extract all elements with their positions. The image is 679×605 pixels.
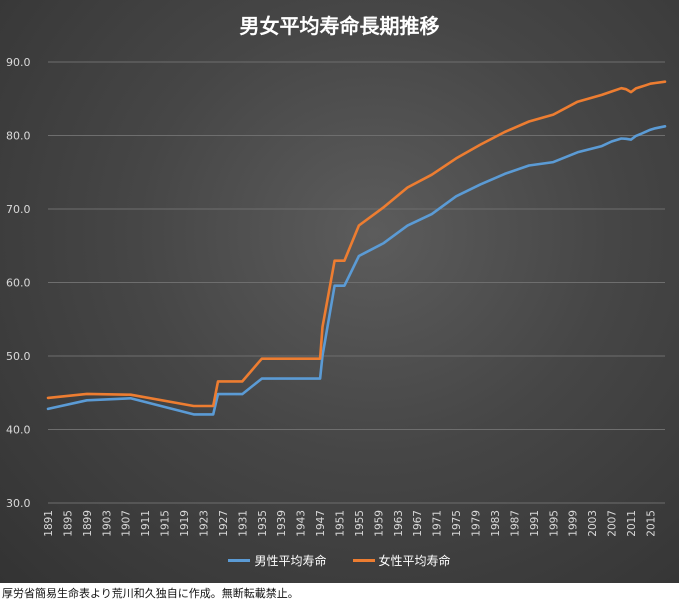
x-tick-label: 1943	[296, 510, 308, 537]
y-tick-label: 40.0	[6, 424, 31, 437]
chart-area: 男女平均寿命長期推移 30.0 40.0 50.0 60.0 70.0 80.0 90.0 1…	[0, 0, 679, 583]
x-tick-label: 1959	[373, 510, 385, 537]
x-tick-label: 1955	[354, 510, 366, 537]
y-tick-label: 70.0	[6, 203, 31, 216]
x-tick-label: 1895	[62, 510, 74, 537]
y-tick-label: 90.0	[6, 56, 31, 69]
x-tick-label: 1995	[548, 510, 560, 537]
x-tick-label: 1891	[43, 510, 55, 537]
x-tick-label: 1939	[276, 510, 288, 537]
x-tick-label: 1903	[101, 510, 113, 537]
x-tick-label: 2015	[645, 510, 657, 537]
legend-label: 女性平均寿命	[378, 554, 451, 568]
legend-swatch	[352, 559, 375, 562]
source-note: 厚労省簡易生命表より荒川和久独自に作成。無断転載禁止。	[2, 587, 299, 600]
x-tick-label: 2011	[626, 510, 638, 537]
x-tick-label: 1979	[471, 510, 483, 537]
series-line	[46, 80, 667, 408]
x-tick-label: 2003	[587, 510, 599, 537]
y-tick-label: 30.0	[6, 497, 31, 510]
x-tick-label: 1975	[451, 510, 463, 537]
x-tick-label: 1999	[568, 510, 580, 537]
x-tick-label: 1967	[412, 510, 424, 537]
legend-item: 男性平均寿命	[228, 552, 327, 569]
line-chart: 30.0 40.0 50.0 60.0 70.0 80.0 90.0 1891 1895 1899…	[6, 56, 667, 537]
x-tick-label: 1907	[121, 510, 133, 537]
x-tick-label: 1951	[334, 510, 346, 537]
x-tick-label: 1963	[393, 510, 405, 537]
x-tick-label: 1899	[82, 510, 94, 537]
legend-label: 男性平均寿命	[254, 554, 327, 568]
x-tick-label: 1915	[160, 510, 172, 537]
x-tick-label: 2007	[607, 510, 619, 537]
legend-item: 女性平均寿命	[352, 552, 451, 569]
y-tick-label: 60.0	[6, 277, 31, 290]
x-tick-label: 1935	[257, 510, 269, 537]
legend: 男性平均寿命 女性平均寿命	[0, 552, 679, 569]
x-tick-label: 1971	[432, 510, 444, 537]
x-tick-label: 1923	[198, 510, 210, 537]
series-line	[46, 125, 667, 416]
y-tick-label: 50.0	[6, 350, 31, 363]
x-tick-label: 1919	[179, 510, 191, 537]
x-tick-label: 1911	[140, 510, 152, 537]
y-tick-label: 80.0	[6, 130, 31, 143]
x-tick-label: 1931	[237, 510, 249, 537]
x-tick-label: 1991	[529, 510, 541, 537]
x-tick-label: 1947	[315, 510, 327, 537]
legend-swatch	[228, 559, 251, 562]
chart-title: 男女平均寿命長期推移	[239, 14, 440, 38]
x-tick-label: 1927	[218, 510, 230, 537]
x-tick-label: 1983	[490, 510, 502, 537]
x-tick-label: 1987	[509, 510, 521, 537]
